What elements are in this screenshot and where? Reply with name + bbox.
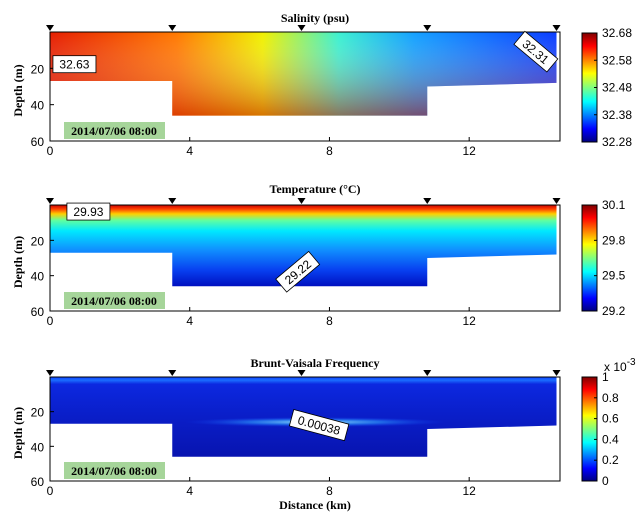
x-axis-label: Distance (km) <box>279 498 351 512</box>
colorbar <box>581 376 598 482</box>
station-marker <box>552 25 561 31</box>
station-marker <box>168 25 177 31</box>
y-tick-label: 60 <box>31 305 45 319</box>
x-tick-label: 4 <box>186 314 193 328</box>
colorbar-tick-label: 1 <box>602 370 609 384</box>
colorbar-tick-label: 32.68 <box>602 26 632 40</box>
contour-label-text: 32.63 <box>59 58 89 72</box>
y-tick-label: 20 <box>31 406 45 420</box>
axes-box <box>49 376 561 482</box>
timestamp-stamp: 2014/07/06 08:00 <box>64 122 165 139</box>
axes-box <box>49 204 561 312</box>
x-tick-label: 12 <box>462 484 476 498</box>
station-marker <box>297 198 306 204</box>
y-tick-label: 40 <box>31 270 45 284</box>
colorbar-tick-label: 0.8 <box>602 391 619 405</box>
panel-title: Salinity (psu) <box>281 11 349 25</box>
contour-label: 29.93 <box>66 202 111 221</box>
timestamp-text: 2014/07/06 08:00 <box>71 464 157 478</box>
panel-title: Temperature (°C) <box>269 182 360 196</box>
colorbar <box>581 204 598 312</box>
y-tick-label: 40 <box>31 99 45 113</box>
contour-label-box <box>275 250 321 293</box>
station-marker <box>552 198 561 204</box>
colorbar-tick-label: 30.1 <box>602 198 626 212</box>
y-tick-label: 20 <box>31 62 45 76</box>
x-tick-label: 0 <box>47 314 54 328</box>
station-marker <box>423 370 432 376</box>
station-marker <box>168 198 177 204</box>
x-tick-label: 4 <box>186 144 193 158</box>
temperature-field <box>50 205 557 287</box>
panel-title: Brunt-Vaisala Frequency <box>250 356 379 370</box>
colorbar-tick-label: 29.8 <box>602 233 626 247</box>
x-tick-label: 8 <box>326 484 333 498</box>
timestamp-bg <box>64 122 165 139</box>
contour-label: 0.00038 <box>288 408 350 442</box>
station-marker <box>423 25 432 31</box>
colorbar-tick-label: 29.5 <box>602 269 626 283</box>
x-tick-label: 4 <box>186 484 193 498</box>
y-tick-label: 40 <box>31 440 45 454</box>
timestamp-text: 2014/07/06 08:00 <box>71 294 157 308</box>
y-tick-label: 20 <box>31 234 45 248</box>
contour-label-box <box>288 408 350 442</box>
x-tick-label: 0 <box>47 484 54 498</box>
station-marker <box>552 370 561 376</box>
panel-2: Temperature (°C) Depth (m) 20 40 600 4 8 12 29.9… <box>11 182 626 328</box>
timestamp-text: 2014/07/06 08:00 <box>71 124 157 138</box>
station-marker <box>297 370 306 376</box>
y-axis-label: Depth (m) <box>11 64 25 116</box>
y-axis-label: Depth (m) <box>11 236 25 288</box>
x-tick-label: 12 <box>462 144 476 158</box>
colorbar-tick-label: 0.2 <box>602 453 619 467</box>
contour-label-box <box>66 202 111 221</box>
y-tick-label: 60 <box>31 475 45 489</box>
station-marker <box>46 370 54 376</box>
y-axis-label: Depth (m) <box>11 407 25 459</box>
timestamp-stamp: 2014/07/06 08:00 <box>64 292 165 309</box>
panel-1: Salinity (psu) Depth (m) 20 40 600 4 8 12 32.63 3… <box>11 11 632 158</box>
colorbar-tick-label: 29.2 <box>602 304 626 318</box>
timestamp-bg <box>64 462 165 479</box>
contour-label-text: 29.93 <box>73 205 103 219</box>
station-marker <box>168 370 177 376</box>
contour-label: 32.63 <box>52 55 97 74</box>
station-marker <box>423 198 432 204</box>
colorbar-tick-label: 0.4 <box>602 432 619 446</box>
colorbar-tick-label: 32.38 <box>602 108 632 122</box>
y-tick-label: 60 <box>31 135 45 149</box>
contour-label: 29.22 <box>275 250 321 293</box>
station-marker <box>46 198 54 204</box>
x-tick-label: 12 <box>462 314 476 328</box>
contour-label-box <box>513 30 559 73</box>
axes-box <box>49 31 561 142</box>
colorbar-tick-label: 0 <box>602 474 609 488</box>
station-marker <box>297 25 306 31</box>
station-marker <box>46 25 54 31</box>
timestamp-stamp: 2014/07/06 08:00 <box>64 462 165 479</box>
x-tick-label: 8 <box>326 314 333 328</box>
colorbar-tick-label: 32.48 <box>602 81 632 95</box>
colorbar-tick-label: 32.58 <box>602 53 632 67</box>
colorbar-tick-label: 0.6 <box>602 412 619 426</box>
x-tick-label: 8 <box>326 144 333 158</box>
timestamp-bg <box>64 292 165 309</box>
contour-label-box <box>52 55 97 74</box>
colorbar-tick-label: 32.28 <box>602 135 632 149</box>
x-tick-label: 0 <box>47 144 54 158</box>
salinity-depth-shading <box>50 32 557 116</box>
colorbar-multiplier: x 10-3 <box>604 357 636 374</box>
